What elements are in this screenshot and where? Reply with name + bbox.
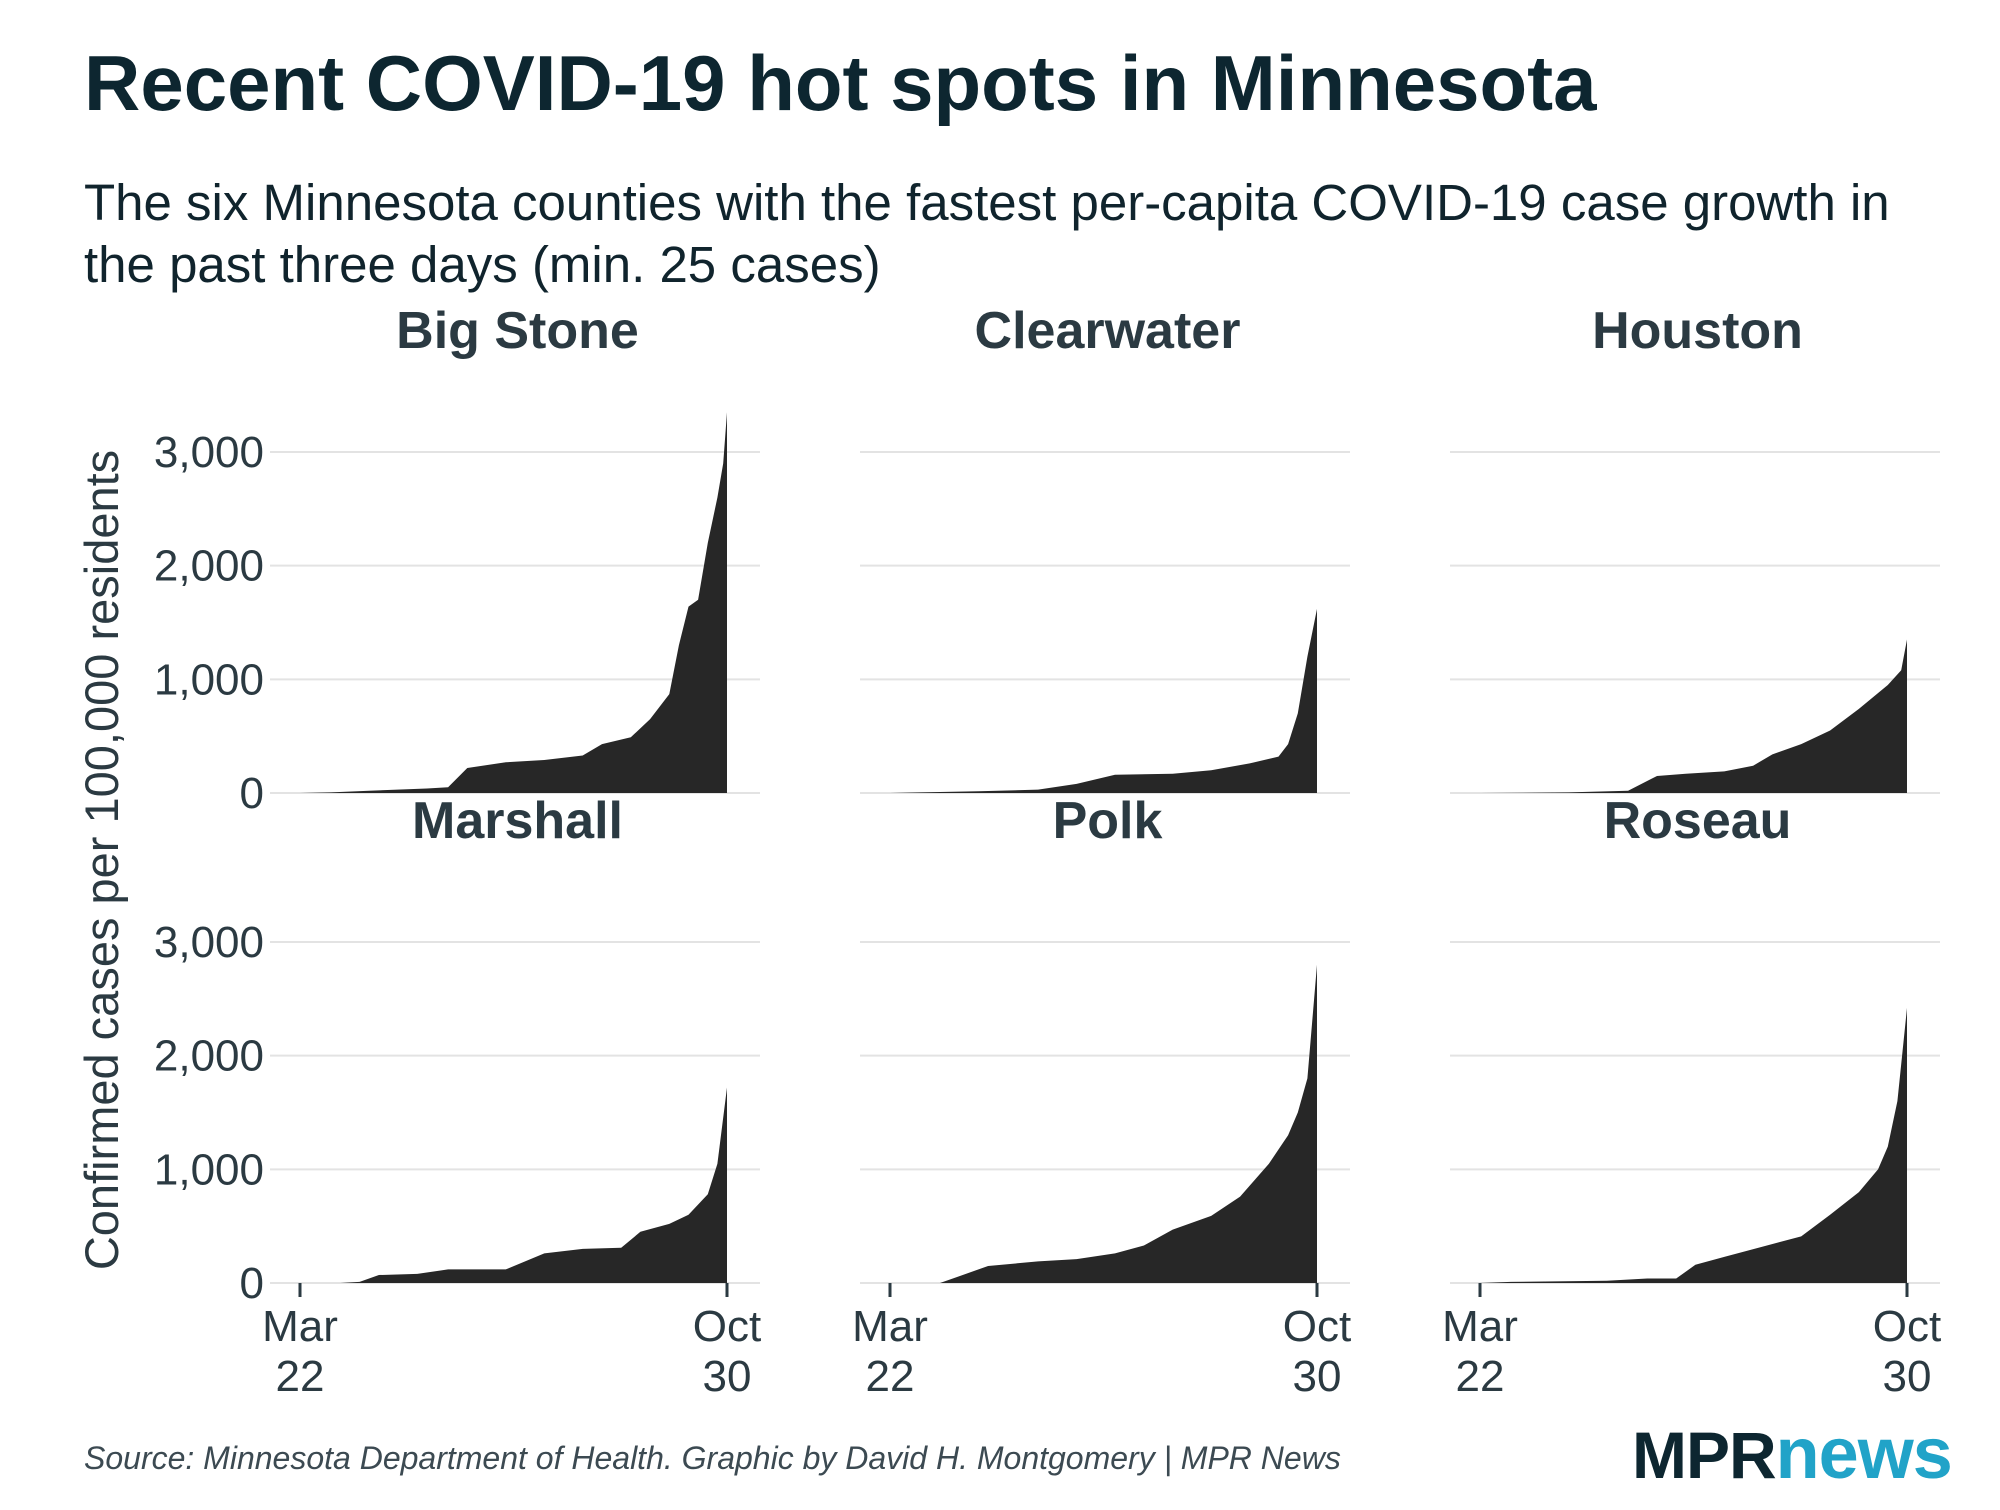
- y-tick-label-big-stone-2: 2,000: [154, 542, 264, 591]
- area-roseau: [1480, 1007, 1907, 1283]
- x-tick-label-marshall-1-day: 30: [703, 1352, 752, 1401]
- x-tick-label-roseau-1-day: 30: [1883, 1352, 1932, 1401]
- x-tick-label-polk-1-day: 30: [1293, 1352, 1342, 1401]
- logo-mpr-text: MPR: [1632, 1418, 1777, 1492]
- x-tick-label-polk-1-month: Oct: [1283, 1302, 1351, 1351]
- panel-title-roseau: Roseau: [1604, 792, 1792, 850]
- chart-subtitle: The six Minnesota counties with the fast…: [84, 174, 1890, 293]
- chart-title: Recent COVID-19 hot spots in Minnesota: [84, 39, 1597, 127]
- y-tick-label-big-stone-0: 0: [240, 769, 264, 818]
- area-big-stone: [300, 412, 727, 793]
- area-marshall: [300, 1087, 727, 1283]
- y-tick-label-big-stone-3: 3,000: [154, 428, 264, 477]
- y-tick-label-marshall-3: 3,000: [154, 918, 264, 967]
- x-tick-label-roseau-0-month: Mar: [1442, 1302, 1518, 1351]
- x-tick-label-polk-0-month: Mar: [852, 1302, 928, 1351]
- panel-title-clearwater: Clearwater: [975, 302, 1241, 360]
- panel-title-houston: Houston: [1592, 302, 1803, 360]
- y-axis-label: Confirmed cases per 100,000 residents: [75, 450, 128, 1270]
- panel-big-stone: Big Stone 0 1,000 2,000 3,000: [154, 302, 760, 818]
- panel-title-polk: Polk: [1053, 792, 1163, 850]
- area-houston: [1480, 639, 1907, 793]
- y-tick-label-marshall-0: 0: [240, 1259, 264, 1308]
- source-note: Source: Minnesota Department of Health. …: [84, 1440, 1341, 1476]
- panel-clearwater: Clearwater: [860, 302, 1350, 794]
- area-polk: [890, 964, 1317, 1283]
- y-tick-label-marshall-1: 1,000: [154, 1145, 264, 1194]
- x-tick-label-roseau-0-day: 22: [1456, 1352, 1505, 1401]
- y-tick-label-marshall-2: 2,000: [154, 1032, 264, 1081]
- logo-news-text: news: [1775, 1414, 1953, 1494]
- x-tick-label-marshall-0-month: Mar: [262, 1302, 338, 1351]
- panel-houston: Houston: [1450, 302, 1940, 794]
- mpr-news-logo: MPRnews: [1632, 1418, 1953, 1510]
- x-tick-label-marshall-0-day: 22: [276, 1352, 325, 1401]
- x-tick-label-marshall-1-month: Oct: [693, 1302, 761, 1351]
- area-clearwater: [890, 608, 1317, 793]
- small-multiples-chart: Big Stone 0 1,000 2,000 3,000 Clearwater Houst…: [75, 302, 1941, 1401]
- y-tick-label-big-stone-1: 1,000: [154, 655, 264, 704]
- panel-title-marshall: Marshall: [412, 792, 623, 850]
- panel-title-big-stone: Big Stone: [396, 302, 639, 360]
- x-tick-label-roseau-1-month: Oct: [1873, 1302, 1941, 1351]
- x-tick-label-polk-0-day: 22: [866, 1352, 915, 1401]
